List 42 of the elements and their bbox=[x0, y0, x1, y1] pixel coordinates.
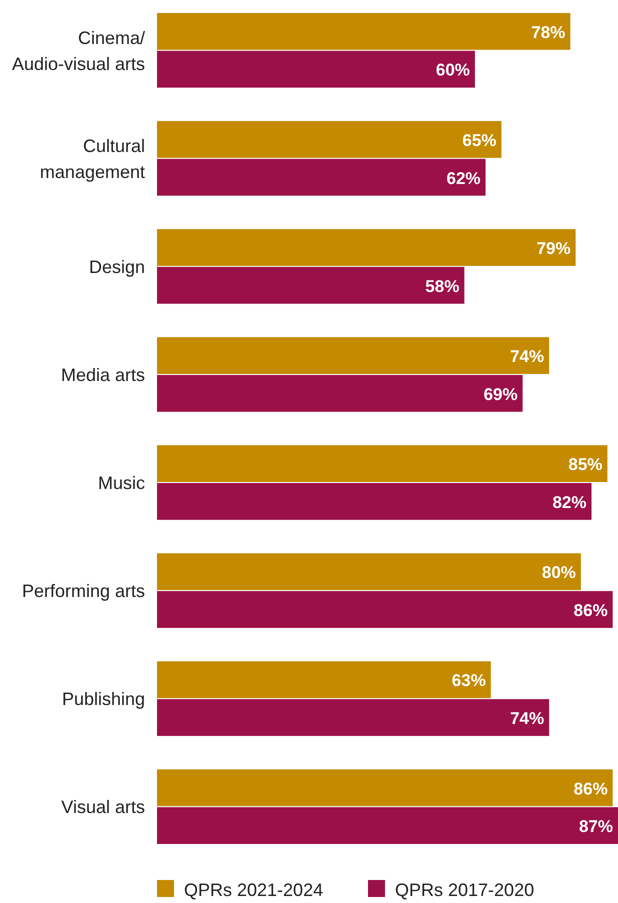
data-label: 86% bbox=[574, 779, 608, 798]
data-label: 74% bbox=[510, 709, 544, 728]
data-label: 69% bbox=[484, 384, 518, 404]
data-label: 62% bbox=[446, 168, 481, 188]
data-label: 65% bbox=[462, 130, 496, 150]
bar bbox=[157, 229, 576, 266]
y-tick-label: Media arts bbox=[60, 364, 145, 385]
y-tick-label: Publishing bbox=[62, 689, 145, 710]
bar bbox=[157, 13, 570, 50]
bar bbox=[157, 121, 502, 158]
bar bbox=[157, 807, 618, 844]
data-label: 82% bbox=[552, 492, 587, 512]
y-tick-label: Performing arts bbox=[22, 581, 145, 602]
data-label: 74% bbox=[510, 347, 544, 366]
y-tick-label: Design bbox=[88, 256, 145, 277]
bar bbox=[157, 337, 550, 374]
data-label: 80% bbox=[542, 563, 576, 582]
bar bbox=[157, 553, 581, 590]
data-label: 63% bbox=[452, 671, 486, 690]
data-label: 58% bbox=[425, 276, 460, 296]
data-label: 79% bbox=[536, 239, 571, 258]
y-tick-label: Cinema/ Audio-visual arts bbox=[12, 28, 145, 74]
data-label: 87% bbox=[578, 817, 613, 836]
bar bbox=[157, 661, 491, 698]
legend-label: QPRs 2021-2024 bbox=[184, 880, 324, 900]
data-label: 85% bbox=[568, 455, 602, 474]
bar bbox=[157, 769, 613, 806]
y-tick-label: Visual arts bbox=[61, 797, 145, 818]
bar bbox=[157, 266, 464, 304]
y-tick-label: Cultural management bbox=[40, 136, 145, 182]
bar bbox=[157, 374, 523, 412]
data-label: 78% bbox=[531, 22, 566, 42]
data-label: 60% bbox=[436, 60, 470, 80]
bar bbox=[157, 483, 592, 520]
legend-label: QPRs 2017-2020 bbox=[395, 880, 534, 900]
data-label: 86% bbox=[574, 600, 608, 620]
bar bbox=[157, 445, 608, 482]
y-tick-label: Music bbox=[98, 473, 145, 494]
bar bbox=[157, 50, 475, 88]
bar bbox=[157, 591, 613, 628]
bar bbox=[157, 158, 486, 196]
bar bbox=[157, 699, 550, 736]
